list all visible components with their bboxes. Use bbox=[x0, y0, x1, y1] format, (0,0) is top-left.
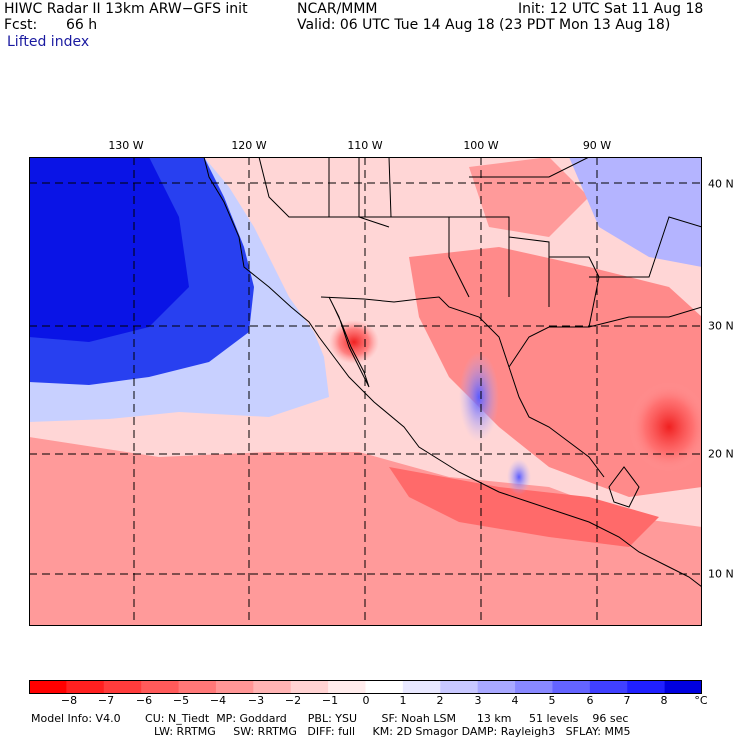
colorbar-tick: −2 bbox=[284, 694, 302, 707]
colorbar-swatch bbox=[627, 680, 666, 694]
colorbar-swatch bbox=[440, 680, 479, 694]
colorbar-swatch bbox=[215, 680, 254, 694]
lon-label-130w: 130 W bbox=[108, 139, 144, 152]
colorbar-swatch bbox=[178, 680, 217, 694]
lon-label-110w: 110 W bbox=[347, 139, 383, 152]
valid-time: Valid: 06 UTC Tue 14 Aug 18 (23 PDT Mon … bbox=[297, 17, 671, 33]
colorbar-swatch bbox=[328, 680, 366, 694]
forecast-hour: 66 h bbox=[66, 17, 98, 33]
colorbar-swatch bbox=[664, 680, 702, 694]
mexican-plateau-stable bbox=[459, 352, 499, 442]
institution-label: NCAR/MMM bbox=[297, 1, 378, 17]
colorbar-tick: −7 bbox=[97, 694, 115, 707]
colorbar-tick: 3 bbox=[474, 694, 482, 707]
model-info-line1: Model Info: V4.0 CU: N_Tiedt MP: Goddard… bbox=[31, 712, 629, 725]
colorbar-swatch bbox=[290, 680, 329, 694]
colorbar-tick: 8 bbox=[660, 694, 668, 707]
lat-label-20n: 20 N bbox=[708, 447, 734, 461]
stable-zone-northeast bbox=[569, 157, 702, 267]
colorbar-tick: 4 bbox=[511, 694, 519, 707]
colorbar-tick: −8 bbox=[60, 694, 78, 707]
colorbar-tick: 0 bbox=[362, 694, 370, 707]
coastlines-and-borders bbox=[203, 157, 702, 588]
colorbar-swatch bbox=[29, 680, 67, 694]
lat-label-40n: 40 N bbox=[708, 177, 734, 191]
lon-label-90w: 90 W bbox=[582, 139, 612, 152]
colorbar bbox=[29, 680, 702, 694]
colorbar-swatch bbox=[515, 680, 553, 694]
colorbar-swatch bbox=[103, 680, 142, 694]
colorbar-swatch bbox=[402, 680, 441, 694]
colorbar-tick: −5 bbox=[172, 694, 190, 707]
model-title: HIWC Radar II 13km ARW−GFS init bbox=[4, 1, 248, 17]
colorbar-swatch bbox=[589, 680, 628, 694]
colorbar-border bbox=[29, 680, 702, 694]
colorbar-swatch bbox=[365, 680, 404, 694]
colorbar-tick: −3 bbox=[247, 694, 265, 707]
colorbar-swatch bbox=[66, 680, 105, 694]
lifted-index-map bbox=[29, 157, 702, 626]
baja-instability-core bbox=[329, 320, 379, 364]
unstable-zone-strong bbox=[389, 467, 659, 547]
colorbar-swatch bbox=[552, 680, 591, 694]
colorbar-swatch bbox=[253, 680, 292, 694]
forecast-label: Fcst: bbox=[4, 17, 38, 33]
colorbar-tick: −4 bbox=[209, 694, 227, 707]
lon-label-120w: 120 W bbox=[231, 139, 267, 152]
graticule bbox=[29, 157, 702, 626]
lat-label-30n: 30 N bbox=[708, 319, 734, 333]
lon-label-100w: 100 W bbox=[463, 139, 499, 152]
model-info-line2: LW: RRTMG SW: RRTMG DIFF: full KM: 2D Sm… bbox=[154, 725, 631, 738]
colorbar-tick: 6 bbox=[586, 694, 594, 707]
southern-mexico-stable bbox=[507, 459, 531, 495]
colorbar-unit: °C bbox=[694, 694, 708, 707]
max-instability-core bbox=[629, 382, 702, 472]
colorbar-tick: 2 bbox=[436, 694, 444, 707]
field-name: Lifted index bbox=[7, 34, 90, 50]
colorbar-tick: 7 bbox=[623, 694, 631, 707]
stable-zone-deep bbox=[29, 157, 189, 342]
unstable-zone-gulf bbox=[409, 247, 702, 497]
colorbar-tick: 1 bbox=[399, 694, 407, 707]
lat-label-10n: 10 N bbox=[708, 567, 734, 581]
colorbar-tick: −6 bbox=[135, 694, 153, 707]
colorbar-tick: 5 bbox=[548, 694, 556, 707]
init-time: Init: 12 UTC Sat 11 Aug 18 bbox=[518, 1, 704, 17]
colorbar-swatch bbox=[141, 680, 180, 694]
unstable-zone-south bbox=[29, 437, 702, 626]
colorbar-tick: −1 bbox=[321, 694, 339, 707]
colorbar-swatch bbox=[477, 680, 516, 694]
